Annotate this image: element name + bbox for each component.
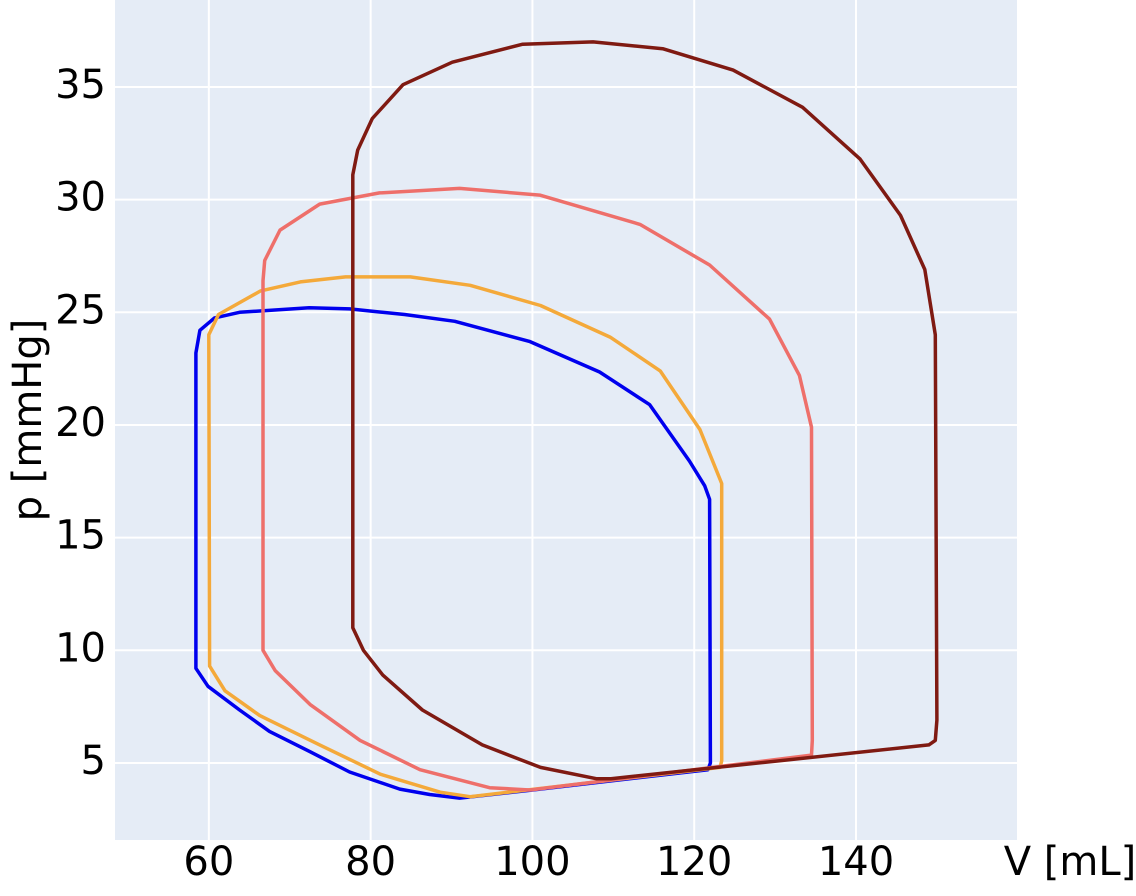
x-tick-label: 80 (345, 839, 396, 885)
y-tick-label: 25 (55, 287, 106, 333)
y-tick-label: 5 (81, 738, 106, 784)
plot-area (115, 0, 1017, 840)
y-tick-label: 20 (55, 400, 106, 446)
y-tick-label: 35 (55, 62, 106, 108)
x-tick-label: 120 (656, 839, 732, 885)
y-tick-label: 10 (55, 625, 106, 671)
pv-loop (207, 275, 724, 799)
y-tick-label: 15 (55, 513, 106, 559)
x-tick-label: 60 (183, 839, 234, 885)
y-tick-label: 30 (55, 175, 106, 221)
x-tick-label: 100 (494, 839, 570, 885)
x-axis-label: V [mL] (1004, 839, 1136, 885)
pv-loop (261, 186, 815, 792)
pv-loop (351, 40, 939, 781)
x-tick-label: 140 (818, 839, 894, 885)
y-axis-label: p [mmHg] (5, 319, 51, 522)
